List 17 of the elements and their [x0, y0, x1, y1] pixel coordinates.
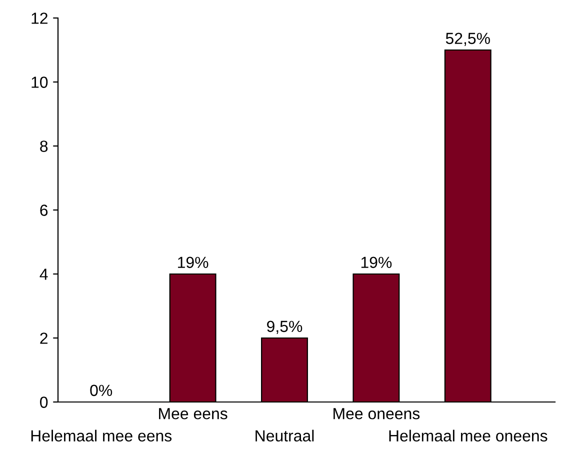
y-tick-label: 6 — [40, 204, 48, 216]
x-tick-label: Mee eens — [159, 408, 228, 420]
x-tick-label: Neutraal — [256, 430, 314, 442]
x-tick-label: Helemaal mee oneens — [389, 430, 548, 442]
annotation: 19% — [178, 256, 208, 268]
annotation: 9,5% — [267, 320, 302, 334]
y-tick-label: 10 — [32, 76, 48, 88]
y-tick-label: 12 — [32, 12, 48, 24]
x-tick-label: Helemaal mee eens — [31, 430, 172, 442]
x-tick-label: Mee oneens — [334, 408, 420, 420]
annotation: 52,5% — [446, 32, 490, 46]
y-tick-label: 8 — [40, 140, 48, 152]
annotation: 19% — [361, 256, 392, 268]
y-tick-label: 4 — [40, 268, 48, 280]
y-tick-label: 2 — [40, 332, 48, 344]
y-tick-label: 0 — [40, 396, 48, 408]
annotation: 0% — [90, 384, 112, 396]
